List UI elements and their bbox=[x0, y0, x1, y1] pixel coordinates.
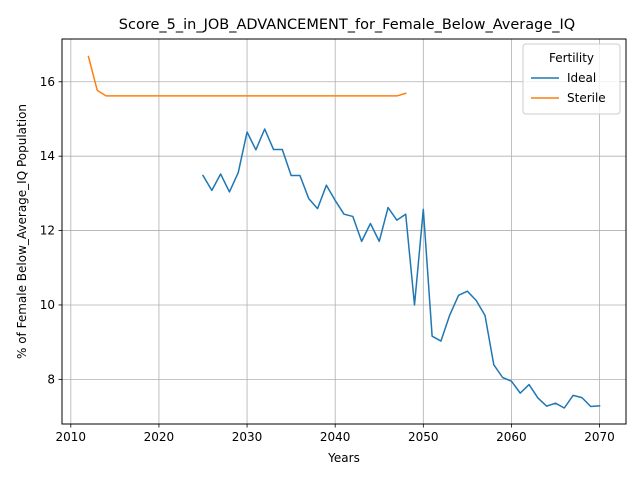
y-tick-label: 8 bbox=[47, 372, 55, 386]
x-tick-label: 2060 bbox=[496, 430, 527, 444]
y-axis-label: % of Female Below_Average_IQ Population bbox=[15, 104, 29, 359]
x-tick-label: 2010 bbox=[56, 430, 87, 444]
y-tick-label: 16 bbox=[40, 75, 55, 89]
chart-title: Score_5_in_JOB_ADVANCEMENT_for_Female_Be… bbox=[119, 17, 575, 33]
legend-label-sterile: Sterile bbox=[567, 91, 606, 105]
series-layer bbox=[87, 55, 601, 409]
series-line-ideal bbox=[201, 128, 601, 409]
x-tick-label: 2070 bbox=[584, 430, 615, 444]
axis-ticks: 2010 2020 2030 2040 2050 2060 2070 8 10 12 14 16 bbox=[40, 75, 615, 444]
legend-box bbox=[522, 43, 621, 115]
legend: Fertility Ideal Sterile bbox=[522, 43, 621, 115]
x-tick-label: 2040 bbox=[320, 430, 351, 444]
legend-label-ideal: Ideal bbox=[567, 71, 596, 85]
legend-title: Fertility bbox=[549, 51, 594, 65]
grid-lines bbox=[62, 39, 626, 424]
y-tick-label: 12 bbox=[40, 224, 55, 238]
x-tick-label: 2050 bbox=[408, 430, 439, 444]
plot-frame bbox=[61, 38, 627, 425]
series-line-sterile bbox=[87, 55, 407, 97]
y-tick-label: 14 bbox=[40, 149, 55, 163]
x-axis-label: Years bbox=[327, 451, 360, 465]
x-tick-label: 2020 bbox=[144, 430, 175, 444]
x-tick-label: 2030 bbox=[232, 430, 263, 444]
y-tick-label: 10 bbox=[40, 298, 55, 312]
